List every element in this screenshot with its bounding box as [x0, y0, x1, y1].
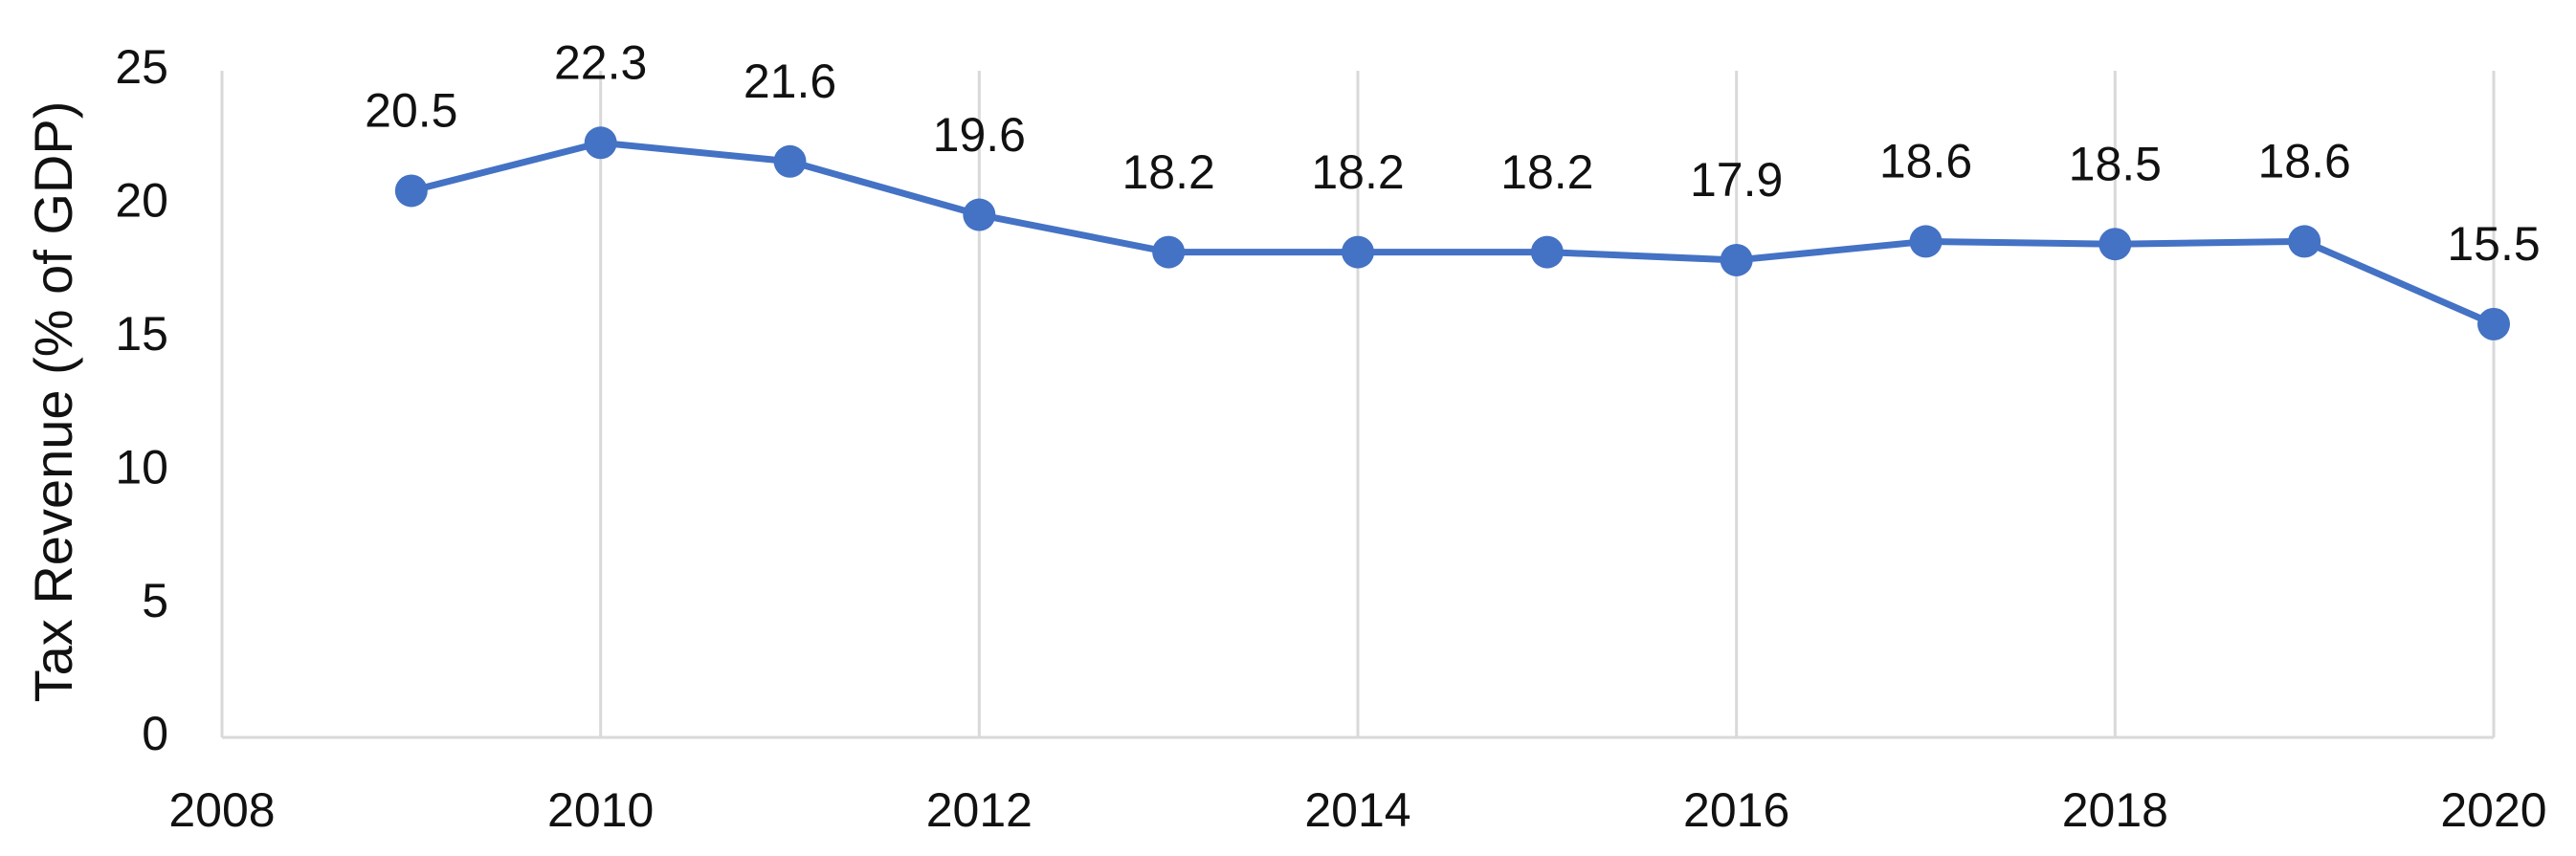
data-label: 18.2 [1122, 145, 1215, 199]
y-tick-label: 0 [142, 707, 168, 760]
marker [1720, 243, 1753, 276]
x-tick-label: 2020 [2440, 783, 2546, 837]
y-tick-label: 10 [115, 440, 168, 494]
data-label: 20.5 [365, 84, 457, 138]
y-tick-label: 20 [115, 174, 168, 228]
y-tick-label: 5 [142, 574, 168, 627]
data-label: 18.6 [2258, 135, 2351, 188]
marker [2099, 228, 2132, 261]
data-label: 17.9 [1690, 153, 1783, 207]
x-tick-label: 2012 [926, 783, 1033, 837]
marker [1342, 235, 1374, 269]
data-label: 15.5 [2447, 217, 2540, 271]
data-label: 18.2 [1500, 145, 1593, 199]
y-tick-label: 25 [115, 40, 168, 94]
marker [394, 174, 428, 208]
marker [2477, 307, 2510, 340]
data-label: 22.3 [554, 35, 647, 89]
data-label: 18.5 [2069, 137, 2162, 190]
y-tick-label: 15 [115, 307, 168, 361]
marker [1530, 235, 1564, 269]
marker [1152, 235, 1186, 269]
x-tick-label: 2018 [2062, 783, 2168, 837]
data-label: 18.6 [1879, 135, 1972, 188]
x-tick-label: 2014 [1304, 783, 1410, 837]
line [410, 139, 2496, 328]
data-label: 19.6 [933, 108, 1026, 162]
marker [773, 144, 807, 178]
data-label: 21.6 [744, 55, 836, 108]
marker [584, 126, 617, 160]
x-tick-label: 2016 [1683, 783, 1789, 837]
marker [963, 198, 996, 231]
data-label: 18.2 [1311, 145, 1404, 199]
y-axis-title: Tax Revenue (% of GDP) [23, 101, 83, 703]
x-tick-label: 2010 [547, 783, 654, 837]
marker [1909, 225, 1943, 258]
x-tick-label: 2008 [168, 783, 275, 837]
marker [2288, 225, 2321, 258]
